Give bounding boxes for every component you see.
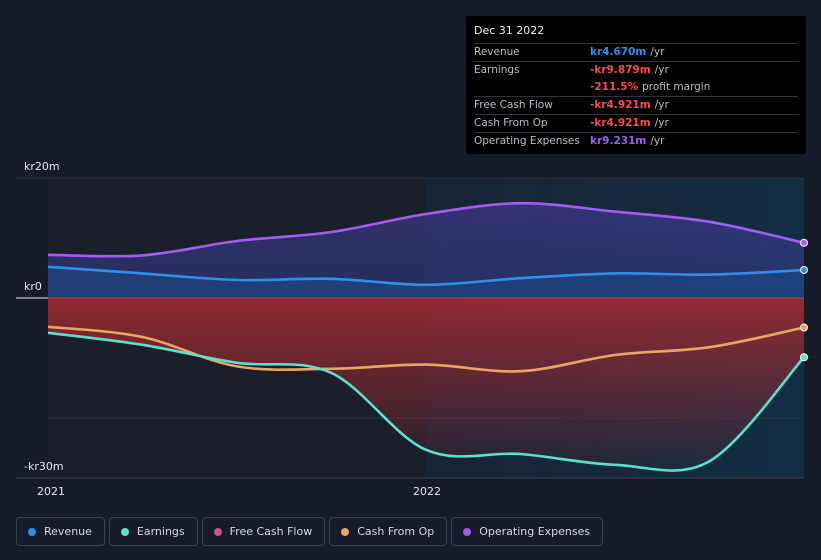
tooltip-label — [474, 79, 590, 96]
legend-item-free-cash-flow[interactable]: Free Cash Flow — [201, 517, 326, 546]
tooltip-rows: Revenue kr4.670m/yr Earnings -kr9.879m/yr -2… — [474, 43, 798, 150]
tooltip-row: Earnings -kr9.879m/yr — [474, 61, 798, 79]
legend-label: Free Cash Flow — [229, 525, 313, 538]
cash-from-op-line — [47, 325, 805, 373]
x-tick-label: 2021 — [37, 485, 65, 498]
tooltip-unit: /yr — [654, 99, 669, 111]
data-tooltip: Dec 31 2022 Revenue kr4.670m/yr Earnings -k… — [466, 16, 806, 154]
earnings-line — [47, 331, 805, 472]
tooltip-unit: profit margin — [642, 81, 711, 93]
tooltip-row: Cash From Op -kr4.921m/yr — [474, 114, 798, 132]
tooltip-date: Dec 31 2022 — [474, 24, 545, 37]
legend-item-revenue[interactable]: Revenue — [16, 517, 105, 546]
operating-expenses-endpoint — [800, 238, 808, 247]
tooltip-unit: /yr — [654, 64, 669, 76]
legend-swatch — [341, 527, 350, 536]
tooltip-unit: /yr — [654, 117, 669, 129]
chart-plot — [16, 177, 808, 479]
tooltip-value: -kr9.879m — [590, 64, 651, 76]
y-tick-label: kr20m — [24, 160, 60, 173]
legend-item-operating-expenses[interactable]: Operating Expenses — [451, 517, 604, 546]
tooltip-label: Revenue — [474, 46, 520, 58]
legend-swatch — [28, 527, 36, 536]
revenue-endpoint — [800, 265, 808, 274]
legend-label: Operating Expenses — [479, 525, 591, 538]
legend-item-cash-from-op[interactable]: Cash From Op — [329, 517, 448, 546]
legend-label: Cash From Op — [357, 525, 435, 538]
tooltip-label: Cash From Op — [474, 117, 548, 129]
tooltip-label: Free Cash Flow — [474, 99, 553, 111]
tooltip-unit: /yr — [650, 46, 665, 58]
tooltip-row: Revenue kr4.670m/yr — [474, 43, 798, 61]
tooltip-value: kr4.670m — [590, 46, 647, 58]
earnings-endpoint — [800, 353, 808, 362]
tooltip-row: Operating Expenses kr9.231m/yr — [474, 132, 798, 150]
cash-from-op-endpoint — [800, 323, 808, 332]
y-tick-label: kr0 — [24, 280, 42, 293]
legend-label: Revenue — [44, 525, 92, 538]
tooltip-unit: /yr — [650, 135, 665, 147]
tooltip-label: Earnings — [474, 64, 520, 76]
legend-label: Earnings — [136, 525, 185, 538]
tooltip-row: -211.5% profit margin — [474, 79, 798, 96]
operating-expenses-line — [47, 201, 805, 258]
y-tick-label: -kr30m — [24, 460, 64, 473]
series-line-layer — [47, 201, 805, 472]
x-tick-label: 2022 — [413, 485, 441, 498]
tooltip-value: -kr4.921m — [590, 99, 651, 111]
revenue-line — [47, 265, 805, 287]
tooltip-value: -211.5% — [590, 81, 639, 93]
legend-swatch — [213, 527, 222, 536]
tooltip-value: -kr4.921m — [590, 117, 651, 129]
legend-item-earnings[interactable]: Earnings — [108, 517, 198, 546]
legend-swatch — [120, 527, 129, 536]
chart-legend: Revenue Earnings Free Cash Flow Cash From O… — [16, 517, 604, 546]
legend-swatch — [463, 527, 472, 536]
series-endpoint-layer — [800, 238, 808, 362]
earnings-area — [48, 298, 804, 471]
tooltip-label: Operating Expenses — [474, 135, 580, 147]
tooltip-row: Free Cash Flow -kr4.921m/yr — [474, 96, 798, 114]
tooltip-value: kr9.231m — [590, 135, 647, 147]
